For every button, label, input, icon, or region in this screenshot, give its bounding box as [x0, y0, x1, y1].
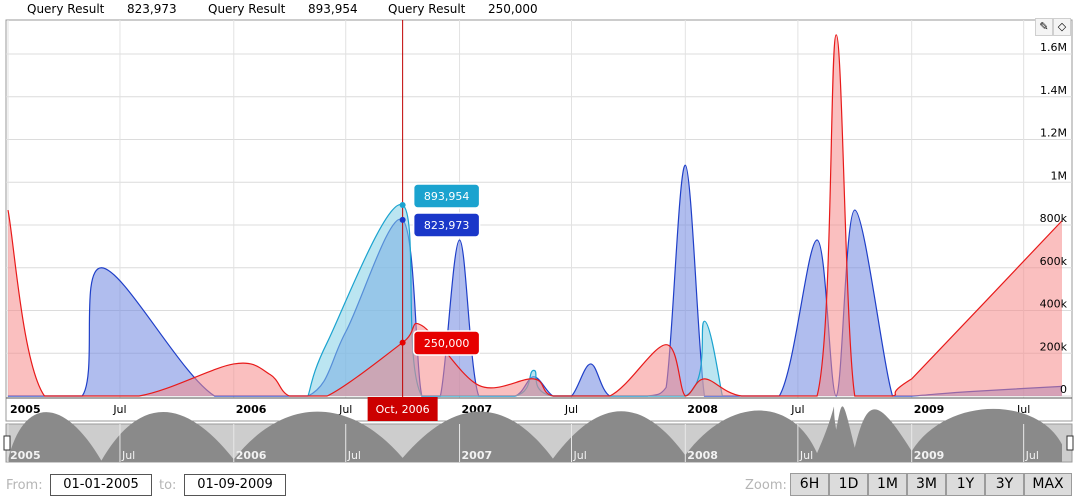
legend-series-1-label: Query Result — [27, 2, 104, 16]
tooltip-value: 250,000 — [424, 337, 470, 350]
x-tick-label: Jul — [564, 403, 578, 416]
crosshair-point — [400, 202, 406, 208]
navigator-label: 2006 — [236, 449, 267, 462]
zoom-max-button[interactable]: MAX — [1024, 473, 1072, 496]
navigator-label: Jul — [799, 449, 813, 462]
zoom-6h-button[interactable]: 6H — [790, 473, 829, 496]
legend: Query Result 823,973 Query Result 893,95… — [0, 0, 1080, 20]
navigator-label: Jul — [121, 449, 135, 462]
y-tick-label: 0 — [1060, 383, 1067, 396]
legend-series-2-label: Query Result — [208, 2, 285, 16]
to-date-input[interactable]: 01-09-2009 — [184, 474, 286, 496]
legend-series-3-label: Query Result — [388, 2, 465, 16]
x-tick-label: 2008 — [687, 403, 718, 416]
eraser-icon[interactable]: ◇ — [1053, 18, 1071, 36]
zoom-1m-button[interactable]: 1M — [868, 473, 907, 496]
legend-series-3-value: 250,000 — [488, 2, 538, 16]
y-tick-label: 1.2M — [1040, 127, 1067, 140]
zoom-1y-button[interactable]: 1Y — [946, 473, 985, 496]
crosshair-point — [400, 217, 406, 223]
legend-series-1-value: 823,973 — [127, 2, 177, 16]
zoom-3m-button[interactable]: 3M — [907, 473, 946, 496]
navigator-label: 2009 — [914, 449, 945, 462]
navigator-label: Jul — [347, 449, 361, 462]
from-label: From: — [6, 478, 43, 493]
legend-series-2-value: 893,954 — [308, 2, 358, 16]
tooltip-value: 823,973 — [424, 219, 470, 232]
y-tick-label: 600k — [1040, 255, 1068, 268]
y-tick-label: 1.6M — [1040, 41, 1067, 54]
x-tick-label: 2006 — [236, 403, 267, 416]
y-axis: 0 200k 400k 600k 800k 1M 1.2M 1.4M 1.6M — [1040, 41, 1068, 396]
navigator-label: Jul — [1025, 449, 1039, 462]
range-selector: From: 01-01-2005 to: 01-09-2009 Zoom: 6H… — [0, 470, 1080, 501]
zoom-label: Zoom: — [745, 478, 787, 493]
navigator-label: 2007 — [462, 449, 493, 462]
x-tick-label: Jul — [112, 403, 126, 416]
y-tick-label: 1M — [1051, 169, 1068, 182]
y-tick-label: 800k — [1040, 212, 1068, 225]
navigator-label: 2008 — [687, 449, 718, 462]
stock-chart[interactable]: 2005 Jul 2006 Jul 2007 Jul 2008 Jul 2009 Jul 0 200… — [0, 0, 1080, 470]
tooltip-value: 893,954 — [424, 190, 470, 203]
x-tick-label: Jul — [790, 403, 804, 416]
y-tick-label: 200k — [1040, 340, 1068, 353]
y-tick-label: 400k — [1040, 298, 1068, 311]
zoom-1d-button[interactable]: 1D — [829, 473, 868, 496]
to-label: to: — [159, 478, 176, 493]
pencil-icon[interactable]: ✎ — [1035, 18, 1053, 36]
from-date-input[interactable]: 01-01-2005 — [50, 474, 152, 496]
navigator-right-handle[interactable] — [1067, 436, 1073, 450]
x-tick-label: 2005 — [10, 403, 41, 416]
x-tick-label: Jul — [338, 403, 352, 416]
y-tick-label: 1.4M — [1040, 84, 1067, 97]
navigator-label: Jul — [572, 449, 586, 462]
x-tick-label: 2009 — [914, 403, 945, 416]
navigator-label: 2005 — [10, 449, 41, 462]
zoom-3y-button[interactable]: 3Y — [985, 473, 1024, 496]
crosshair-point — [400, 340, 406, 346]
navigator-left-handle[interactable] — [4, 436, 10, 450]
crosshair-date-label: Oct, 2006 — [376, 403, 430, 416]
